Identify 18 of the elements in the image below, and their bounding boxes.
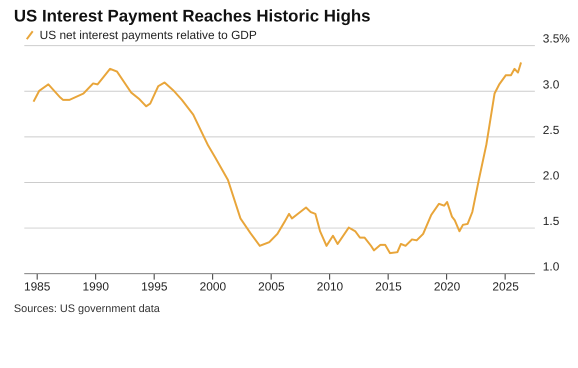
x-tick-label: 2005 [258,280,285,294]
chart-title: US Interest Payment Reaches Historic Highs [14,6,371,26]
y-tick-label: 1.0 [542,260,560,274]
x-tick-label: 2010 [316,280,344,294]
x-tick-label: 2000 [200,280,226,294]
source-note: Sources: US government data [14,302,161,315]
x-tick-label: 1985 [24,280,51,294]
x-tick-label: 1990 [82,280,110,294]
x-tick-label: 1995 [141,280,168,294]
y-tick-label: 3.0 [542,77,560,92]
y-tick-label: 2.5 [542,122,560,137]
legend-label: US net interest payments relative to GDP [40,28,257,42]
y-tick-label: 3.5% [542,32,570,46]
x-tick-label: 2020 [434,280,461,294]
x-tick-label: 2025 [492,280,520,294]
y-tick-label: 2.0 [542,168,560,182]
y-tick-label: 1.5 [542,214,560,228]
x-tick-label: 2015 [375,280,402,294]
